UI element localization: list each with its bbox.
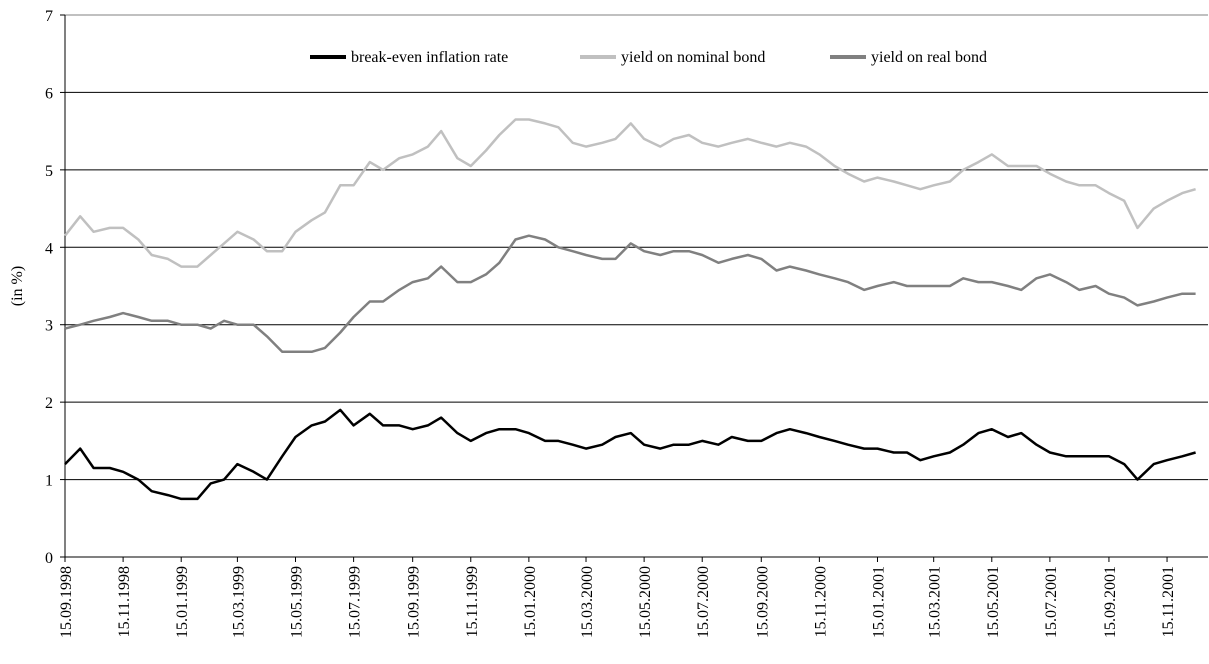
x-tick-label: 15.05.2000: [637, 566, 654, 638]
x-tick-label: 15.05.2001: [985, 566, 1002, 638]
y-tick-label: 7: [45, 8, 53, 25]
series-line: [64, 234, 1196, 354]
x-tick-label: 15.03.1999: [230, 566, 247, 638]
legend-label: yield on real bond: [871, 49, 987, 66]
series-line: [64, 408, 1196, 501]
x-tick-label: 15.07.1999: [347, 566, 364, 638]
series-line: [64, 118, 1196, 268]
x-tick-label: 15.09.1999: [406, 566, 423, 638]
x-tick-label: 15.01.1999: [174, 566, 191, 638]
x-tick-label: 15.11.1999: [464, 566, 481, 637]
x-tick-label: 15.07.2001: [1043, 566, 1060, 638]
x-tick-label: 15.07.2000: [695, 566, 712, 638]
x-tick-label: 15.09.2001: [1102, 566, 1119, 638]
y-axis-label: (in %): [9, 266, 26, 306]
y-tick-label: 1: [45, 473, 53, 490]
x-tick-label: 15.11.2000: [812, 566, 829, 637]
y-tick-label: 5: [45, 163, 53, 180]
legend-label: yield on nominal bond: [621, 49, 765, 66]
x-tick-label: 15.01.2000: [522, 566, 539, 638]
y-tick-label: 4: [45, 240, 53, 257]
x-tick-label: 15.01.2001: [870, 566, 887, 638]
x-tick-label: 15.11.1998: [116, 566, 133, 637]
y-tick-label: 3: [45, 318, 53, 335]
y-tick-label: 0: [45, 550, 53, 567]
y-tick-label: 2: [45, 395, 53, 412]
x-tick-label: 15.09.1998: [58, 566, 75, 638]
y-tick-label: 6: [45, 85, 53, 102]
x-tick-label: 15.03.2001: [927, 566, 944, 638]
x-tick-label: 15.11.2001: [1160, 566, 1177, 637]
x-tick-label: 15.09.2000: [754, 566, 771, 638]
x-tick-label: 15.05.1999: [289, 566, 306, 638]
legend-label: break-even inflation rate: [351, 49, 508, 66]
x-tick-label: 15.03.2000: [579, 566, 596, 638]
